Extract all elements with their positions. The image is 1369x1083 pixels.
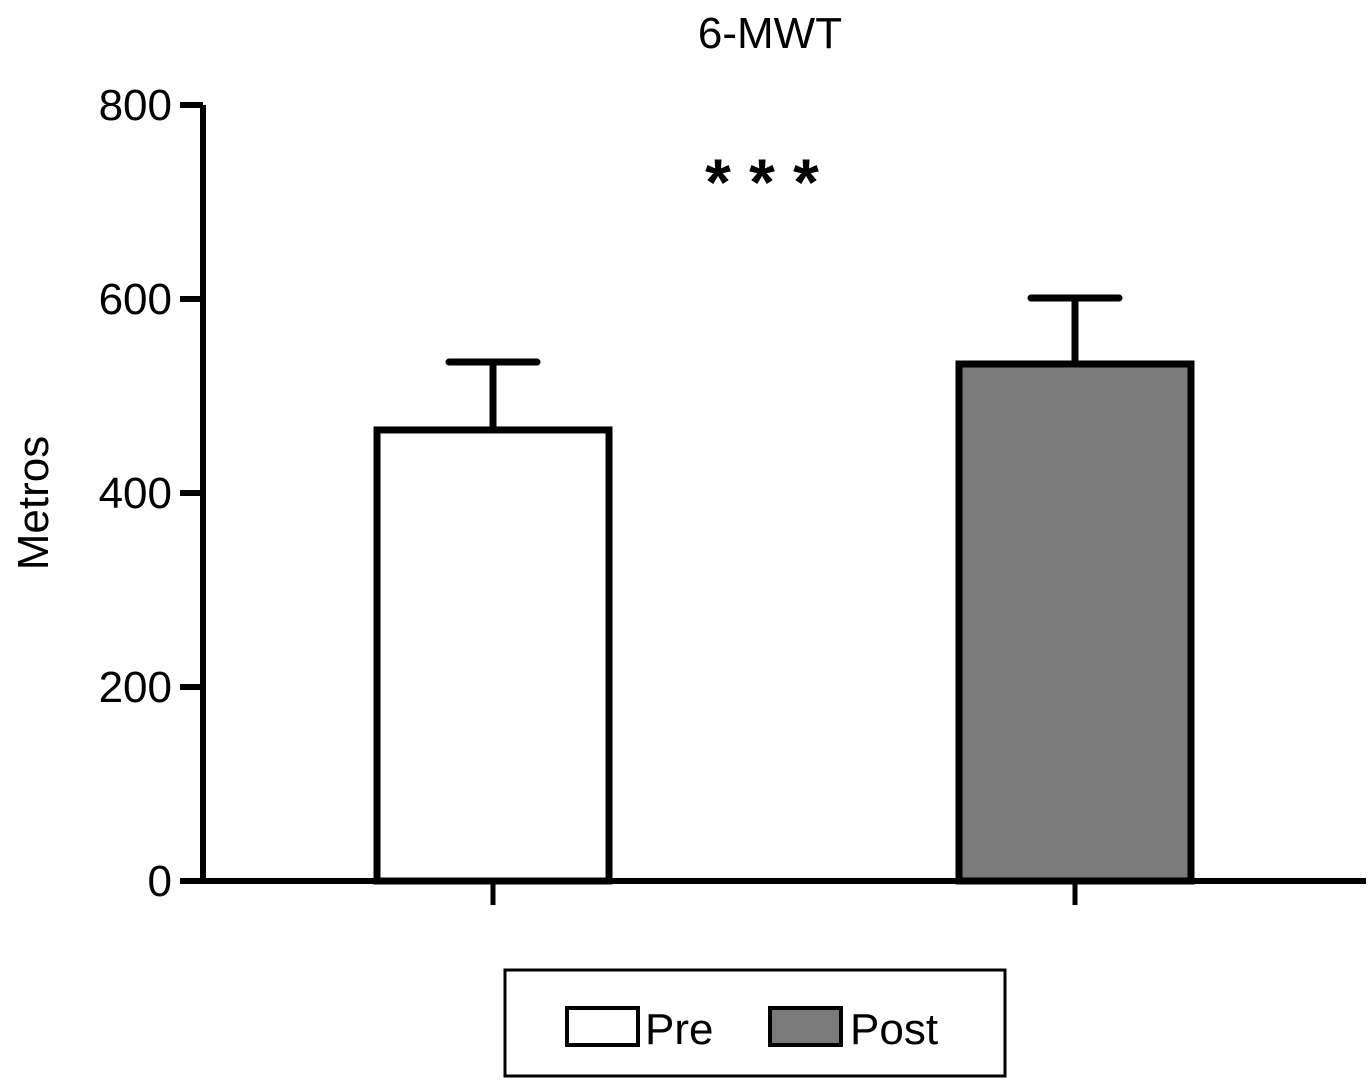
bar-post <box>955 360 1195 885</box>
y-tick-label: 600 <box>99 275 172 324</box>
y-axis-label: Metros <box>9 436 58 570</box>
legend: Pre Post <box>503 968 1007 1078</box>
y-tick-label: 800 <box>99 81 172 130</box>
legend-swatch-pre <box>565 1006 640 1047</box>
legend-label-post: Post <box>850 1005 938 1054</box>
y-tick-label: 400 <box>99 469 172 518</box>
chart-title: 6-MWT <box>698 9 842 58</box>
bar-pre <box>373 426 613 885</box>
legend-swatch-post <box>768 1006 843 1047</box>
significance-annotation: * * * <box>705 145 819 219</box>
y-tick-label: 0 <box>148 857 172 906</box>
y-tick-label: 200 <box>99 663 172 712</box>
legend-label-pre: Pre <box>645 1005 713 1054</box>
